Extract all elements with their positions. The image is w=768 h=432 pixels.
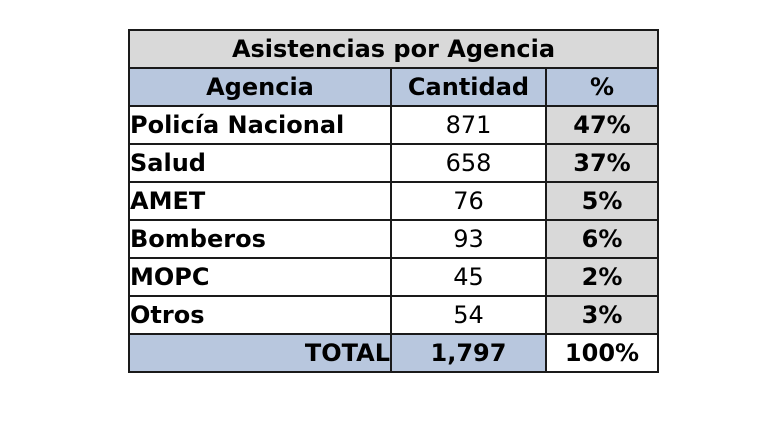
agency-cell: Salud: [128, 143, 392, 183]
title-row: Asistencias por Agencia: [128, 29, 659, 69]
percent-cell: 3%: [545, 295, 659, 335]
total-label: TOTAL: [128, 333, 392, 373]
header-row: Agencia Cantidad %: [128, 67, 659, 107]
table-row: Otros 54 3%: [128, 295, 659, 335]
table-row: Bomberos 93 6%: [128, 219, 659, 259]
agency-cell: Bomberos: [128, 219, 392, 259]
count-cell: 658: [390, 143, 547, 183]
percent-cell: 6%: [545, 219, 659, 259]
total-count: 1,797: [390, 333, 547, 373]
count-cell: 871: [390, 105, 547, 145]
percent-cell: 37%: [545, 143, 659, 183]
agency-cell: AMET: [128, 181, 392, 221]
percent-cell: 47%: [545, 105, 659, 145]
assistance-table: Asistencias por Agencia Agencia Cantidad…: [128, 29, 659, 373]
percent-cell: 2%: [545, 257, 659, 297]
table-title: Asistencias por Agencia: [128, 29, 659, 69]
table-row: MOPC 45 2%: [128, 257, 659, 297]
total-row: TOTAL 1,797 100%: [128, 333, 659, 373]
count-cell: 54: [390, 295, 547, 335]
count-cell: 93: [390, 219, 547, 259]
total-percent: 100%: [545, 333, 659, 373]
table-row: Salud 658 37%: [128, 143, 659, 183]
agency-cell: Otros: [128, 295, 392, 335]
table-row: Policía Nacional 871 47%: [128, 105, 659, 145]
header-agency: Agencia: [128, 67, 392, 107]
table-row: AMET 76 5%: [128, 181, 659, 221]
header-percent: %: [545, 67, 659, 107]
count-cell: 45: [390, 257, 547, 297]
header-count: Cantidad: [390, 67, 547, 107]
percent-cell: 5%: [545, 181, 659, 221]
agency-cell: MOPC: [128, 257, 392, 297]
agency-cell: Policía Nacional: [128, 105, 392, 145]
count-cell: 76: [390, 181, 547, 221]
